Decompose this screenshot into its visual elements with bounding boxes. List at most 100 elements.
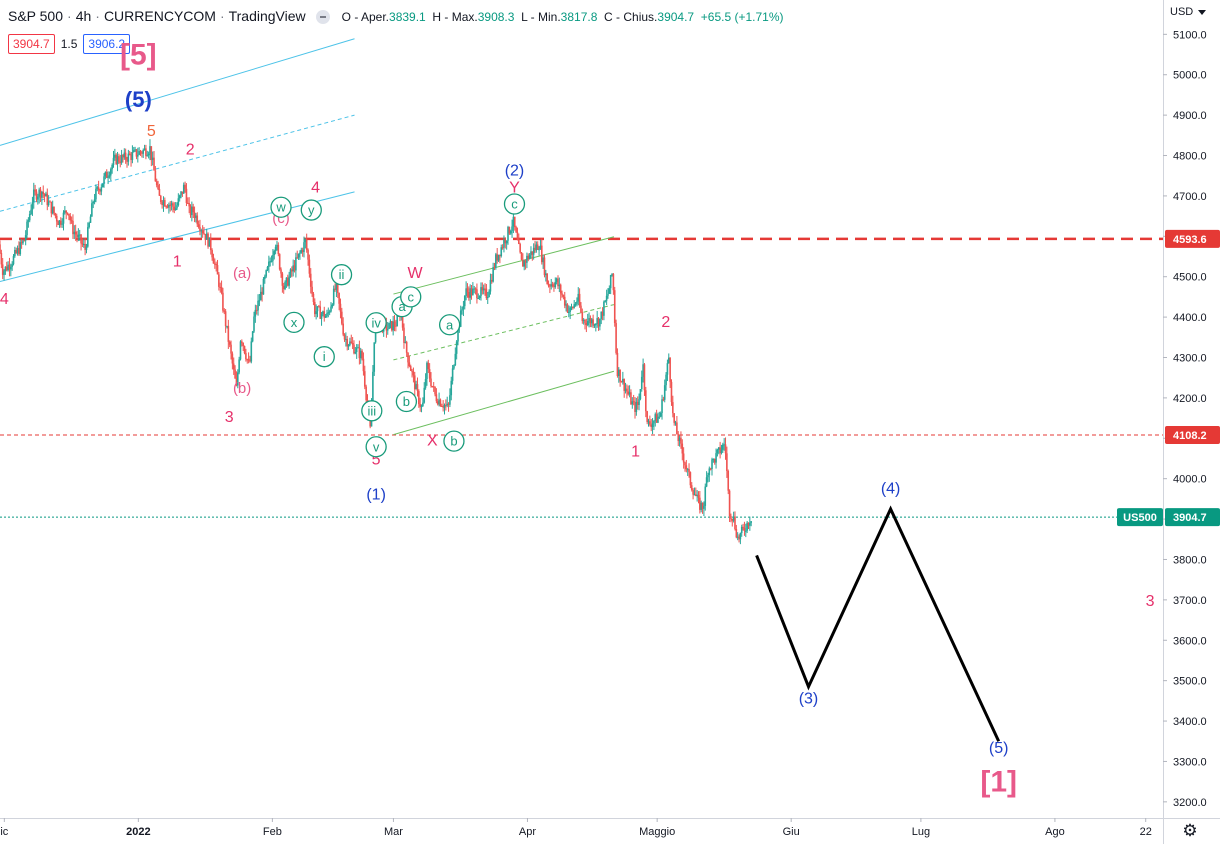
candle-body bbox=[62, 212, 65, 224]
candle-body bbox=[296, 257, 299, 259]
candle-body bbox=[635, 401, 638, 412]
candle-body bbox=[139, 151, 142, 153]
candle-body bbox=[319, 306, 322, 319]
buy-price-button[interactable]: 3906.2 bbox=[83, 34, 131, 54]
wave-label: (4) bbox=[881, 481, 901, 498]
candle-body bbox=[428, 369, 431, 379]
candle-body bbox=[495, 254, 497, 268]
candle-body bbox=[539, 245, 542, 250]
candle-body bbox=[519, 244, 521, 253]
candle-body bbox=[109, 169, 112, 176]
candle-body bbox=[57, 221, 59, 226]
candle-body bbox=[505, 240, 508, 244]
circle-marker-text: c bbox=[407, 289, 414, 304]
candle-body bbox=[642, 364, 644, 377]
candle-body bbox=[268, 261, 270, 267]
candle-body bbox=[195, 215, 197, 218]
candle-body bbox=[747, 522, 750, 526]
candle-body bbox=[119, 161, 122, 163]
candle-body bbox=[286, 277, 289, 286]
candle-body bbox=[684, 462, 686, 466]
gear-icon[interactable]: ⚙ bbox=[1182, 821, 1198, 840]
candle-body bbox=[704, 486, 707, 506]
candle-body bbox=[47, 201, 50, 206]
candle-body bbox=[247, 359, 250, 361]
candle-body bbox=[236, 372, 239, 386]
circle-marker-text: b bbox=[450, 434, 457, 449]
candle-body bbox=[576, 301, 578, 304]
time-tick-label: Mar bbox=[384, 826, 403, 838]
candle-body bbox=[188, 202, 190, 207]
candle-body bbox=[619, 369, 621, 382]
source-label: CURRENCYCOM bbox=[103, 8, 216, 24]
interval-label[interactable]: 4h bbox=[75, 8, 92, 24]
candle-body bbox=[74, 231, 77, 235]
candle-body bbox=[585, 323, 588, 326]
candle-body bbox=[732, 516, 735, 521]
circle-marker bbox=[365, 436, 387, 458]
candle-body bbox=[480, 287, 482, 297]
candle-body bbox=[155, 181, 158, 186]
candle-body bbox=[38, 189, 40, 197]
candle-body bbox=[511, 226, 513, 231]
circle-marker-text: x bbox=[291, 315, 298, 330]
candle-body bbox=[142, 150, 145, 154]
candle-body bbox=[427, 362, 430, 370]
candle-body bbox=[326, 313, 328, 316]
sell-price-button[interactable]: 3904.7 bbox=[8, 34, 55, 54]
candle-body bbox=[157, 185, 159, 190]
candle-body bbox=[350, 341, 353, 344]
candle-body bbox=[507, 226, 509, 241]
candle-body bbox=[523, 260, 526, 267]
candle-body bbox=[738, 536, 740, 540]
candle-body bbox=[558, 284, 561, 287]
candle-body bbox=[713, 458, 716, 463]
candle-body bbox=[735, 528, 738, 538]
candle-body bbox=[603, 301, 605, 316]
candle-body bbox=[722, 444, 724, 450]
wave-label: 5 bbox=[147, 123, 156, 140]
candle-body bbox=[396, 315, 399, 326]
candle-body bbox=[431, 385, 434, 387]
candle-body bbox=[536, 244, 539, 250]
currency-selector[interactable]: USD bbox=[1170, 6, 1206, 18]
candle-body bbox=[168, 204, 170, 208]
candle-body bbox=[234, 369, 236, 379]
price-level-tag-text: 3904.7 bbox=[1173, 512, 1207, 524]
candle-body bbox=[538, 249, 540, 251]
circle-marker bbox=[443, 430, 465, 452]
candle-body bbox=[442, 406, 444, 408]
candle-body bbox=[474, 288, 477, 290]
candle-body bbox=[253, 316, 255, 332]
candle-body bbox=[164, 200, 166, 207]
candle-body bbox=[282, 285, 285, 290]
candle-body bbox=[22, 240, 24, 244]
candle-body bbox=[567, 311, 570, 313]
symbol-name[interactable]: S&P 500 bbox=[8, 8, 64, 24]
candle-body bbox=[123, 152, 126, 158]
candle-body bbox=[185, 188, 188, 203]
candle-body bbox=[504, 239, 507, 244]
circle-marker bbox=[395, 390, 418, 413]
candle-body bbox=[223, 310, 226, 312]
channel-line bbox=[0, 191, 355, 283]
candle-body bbox=[227, 325, 230, 342]
candle-body bbox=[26, 221, 28, 236]
candle-body bbox=[607, 293, 609, 296]
circle-marker-text: w bbox=[275, 200, 286, 215]
candle-body bbox=[150, 146, 153, 160]
candle-body bbox=[563, 296, 566, 306]
candle-body bbox=[262, 278, 265, 295]
candle-body bbox=[103, 176, 105, 184]
candle-body bbox=[465, 288, 467, 296]
candle-body bbox=[120, 155, 123, 163]
candle-body bbox=[449, 395, 451, 405]
candle-body bbox=[191, 206, 193, 216]
candle-body bbox=[104, 172, 107, 177]
candle-body bbox=[11, 264, 13, 267]
candle-body bbox=[115, 154, 117, 165]
candle-body bbox=[685, 465, 688, 470]
candle-body bbox=[373, 342, 376, 372]
collapse-icon[interactable] bbox=[315, 10, 330, 25]
